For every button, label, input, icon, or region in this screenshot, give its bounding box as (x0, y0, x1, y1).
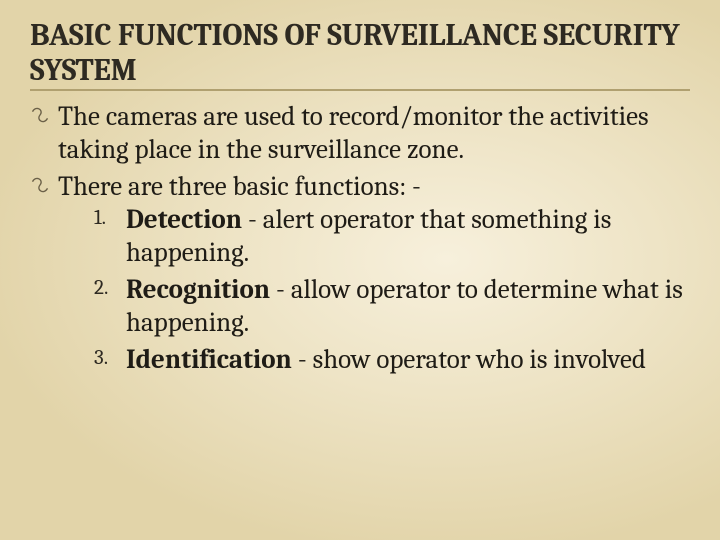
slide-title: BASIC FUNCTIONS OF SURVEILLANCE SECURITY… (30, 18, 690, 87)
bullet-text: There are three basic functions: - (58, 171, 421, 202)
bullet-text: The cameras are used to record/monitor t… (58, 101, 649, 165)
term: Recognition (126, 274, 270, 305)
term-desc: - show operator who is involved (292, 344, 646, 375)
numbered-item: Detection - alert operator that somethin… (94, 204, 690, 270)
title-underline: BASIC FUNCTIONS OF SURVEILLANCE SECURITY… (30, 18, 690, 91)
slide-body: The cameras are used to record/monitor t… (30, 101, 690, 377)
bullet-item: The cameras are used to record/monitor t… (30, 101, 690, 167)
numbered-item: Recognition - allow operator to determin… (94, 274, 690, 340)
term: Identification (126, 344, 292, 375)
numbered-list: Detection - alert operator that somethin… (58, 204, 690, 377)
bullet-list: The cameras are used to record/monitor t… (30, 101, 690, 377)
bullet-item: There are three basic functions: - Detec… (30, 171, 690, 377)
slide: BASIC FUNCTIONS OF SURVEILLANCE SECURITY… (0, 0, 720, 540)
term: Detection (126, 204, 242, 235)
numbered-item: Identification - show operator who is in… (94, 344, 690, 377)
